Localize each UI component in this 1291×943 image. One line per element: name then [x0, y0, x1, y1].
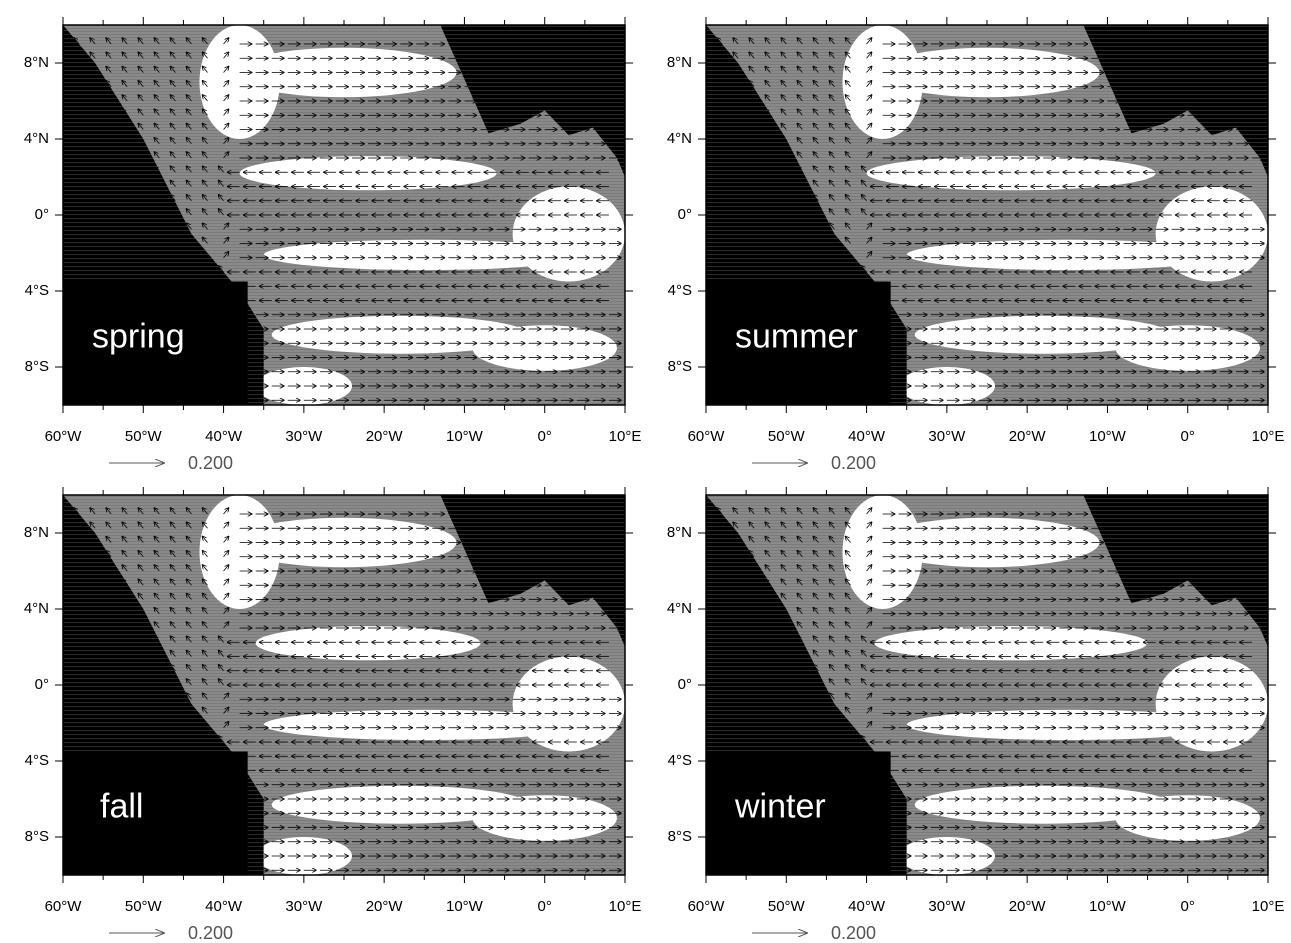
x-tick-label: 0° [538, 428, 552, 445]
x-tick-label: 20°W [1009, 898, 1047, 915]
y-tick-label: 8°N [667, 524, 692, 541]
y-tick-label: 0° [678, 206, 692, 223]
x-tick-label: 50°W [768, 428, 806, 445]
weak-flow-area [867, 156, 1156, 190]
reference-label: 0.200 [188, 923, 233, 943]
weak-flow-area [199, 25, 279, 139]
x-tick-label: 0° [1181, 898, 1195, 915]
figure: spring 60°W 50°W 40°W 30°W 20°W 10°W 0° 10°E 8°N 4… [0, 0, 1291, 943]
x-tick-label: 30°W [285, 898, 323, 915]
weak-flow-area [472, 795, 617, 841]
x-tick-label: 60°W [45, 428, 83, 445]
y-tick-label: 8°N [24, 524, 49, 541]
x-tick-label: 40°W [848, 898, 886, 915]
weak-flow-area [1115, 325, 1260, 371]
x-tick-label: 20°W [366, 898, 404, 915]
x-tick-label: 10°E [1252, 428, 1285, 445]
x-tick-label: 50°W [125, 428, 163, 445]
x-tick-label: 30°W [928, 428, 966, 445]
x-tick-label: 40°W [205, 428, 243, 445]
x-tick-label: 50°W [125, 898, 163, 915]
map-panel: summer 60°W 50°W 40°W 30°W 20°W 10°W 0° 10°E 8°N 4… [667, 17, 1285, 473]
y-tick-label: 4°S [25, 752, 49, 769]
x-tick-label: 40°W [205, 898, 243, 915]
y-tick-label: 0° [678, 676, 692, 693]
x-tick-label: 10°W [1089, 898, 1127, 915]
weak-flow-area [256, 626, 481, 660]
weak-flow-area [842, 25, 922, 139]
weak-flow-area [472, 325, 617, 371]
y-tick-label: 8°S [25, 358, 49, 375]
y-tick-label: 8°S [668, 358, 692, 375]
y-tick-label: 0° [35, 206, 49, 223]
reference-label: 0.200 [831, 923, 876, 943]
y-tick-label: 8°N [667, 54, 692, 71]
weak-flow-area [199, 495, 279, 609]
x-tick-label: 10°E [1252, 898, 1285, 915]
label-box [63, 752, 248, 876]
map-panel: winter 60°W 50°W 40°W 30°W 20°W 10°W 0° 10°E 8°N 4… [667, 487, 1285, 943]
x-tick-label: 30°W [928, 898, 966, 915]
x-tick-label: 50°W [768, 898, 806, 915]
x-tick-label: 10°W [446, 428, 484, 445]
x-tick-label: 10°W [1089, 428, 1127, 445]
x-tick-label: 0° [1181, 428, 1195, 445]
x-tick-label: 10°W [446, 898, 484, 915]
reference-label: 0.200 [188, 453, 233, 473]
map-panel: spring 60°W 50°W 40°W 30°W 20°W 10°W 0° 10°E 8°N 4… [24, 17, 642, 473]
season-label: summer [735, 317, 858, 355]
reference-label: 0.200 [831, 453, 876, 473]
weak-flow-area [875, 626, 1148, 660]
y-tick-label: 0° [35, 676, 49, 693]
x-tick-label: 60°W [688, 428, 726, 445]
y-tick-label: 4°N [667, 600, 692, 617]
x-tick-label: 10°E [609, 898, 642, 915]
y-tick-label: 4°N [24, 130, 49, 147]
weak-flow-area [842, 495, 922, 609]
x-tick-label: 30°W [285, 428, 323, 445]
weak-flow-area [1115, 795, 1260, 841]
y-tick-label: 4°N [667, 130, 692, 147]
x-tick-label: 60°W [45, 898, 83, 915]
season-label: fall [100, 787, 143, 825]
x-tick-label: 20°W [1009, 428, 1047, 445]
y-tick-label: 4°S [668, 752, 692, 769]
x-tick-label: 40°W [848, 428, 886, 445]
season-label: winter [734, 787, 826, 825]
map-panel: fall 60°W 50°W 40°W 30°W 20°W 10°W 0° 10°E 8°N 4°N… [24, 487, 642, 943]
x-tick-label: 60°W [688, 898, 726, 915]
y-tick-label: 4°S [25, 282, 49, 299]
y-tick-label: 8°S [668, 828, 692, 845]
weak-flow-area [240, 156, 497, 190]
y-tick-label: 8°S [25, 828, 49, 845]
y-tick-label: 4°N [24, 600, 49, 617]
season-label: spring [92, 317, 185, 355]
page: {"panels": [{"label": "spring"}, {"label… [0, 0, 1291, 943]
x-tick-label: 20°W [366, 428, 404, 445]
x-tick-label: 0° [538, 898, 552, 915]
y-tick-label: 8°N [24, 54, 49, 71]
y-tick-label: 4°S [668, 282, 692, 299]
x-tick-label: 10°E [609, 428, 642, 445]
